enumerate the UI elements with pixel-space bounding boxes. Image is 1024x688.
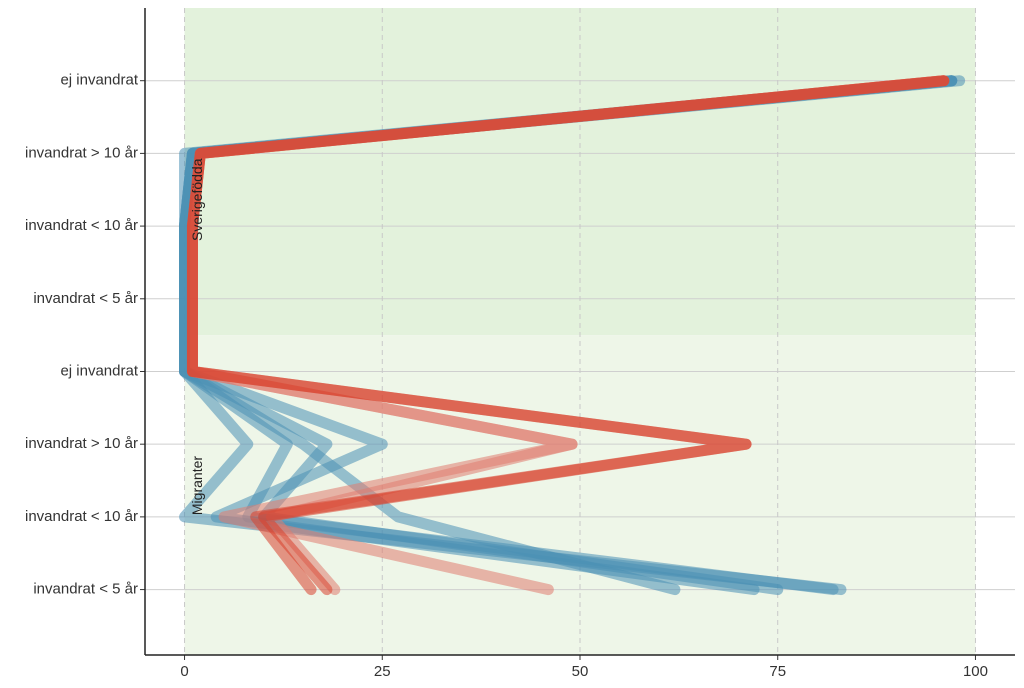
x-tick-label: 0	[180, 663, 188, 680]
y-tick-label: invandrat < 5 år	[33, 581, 138, 598]
y-tick-label: ej invandrat	[60, 362, 138, 379]
panel-label: Sverigefödda	[189, 158, 205, 241]
y-tick-label: invandrat > 10 år	[25, 144, 138, 161]
panel-label: Migranter	[189, 456, 205, 515]
x-tick-label: 100	[963, 663, 988, 680]
y-tick-label: invandrat < 10 år	[25, 217, 138, 234]
x-tick-label: 50	[572, 663, 589, 680]
y-tick-label: invandrat < 5 år	[33, 290, 138, 307]
series-line	[186, 75, 950, 596]
x-tick-label: 75	[769, 663, 786, 680]
x-tick-label: 25	[374, 663, 391, 680]
y-tick-label: invandrat < 10 år	[25, 508, 138, 525]
y-tick-label: ej invandrat	[60, 72, 138, 89]
series-line	[179, 75, 958, 596]
y-tick-label: invandrat > 10 år	[25, 435, 138, 452]
